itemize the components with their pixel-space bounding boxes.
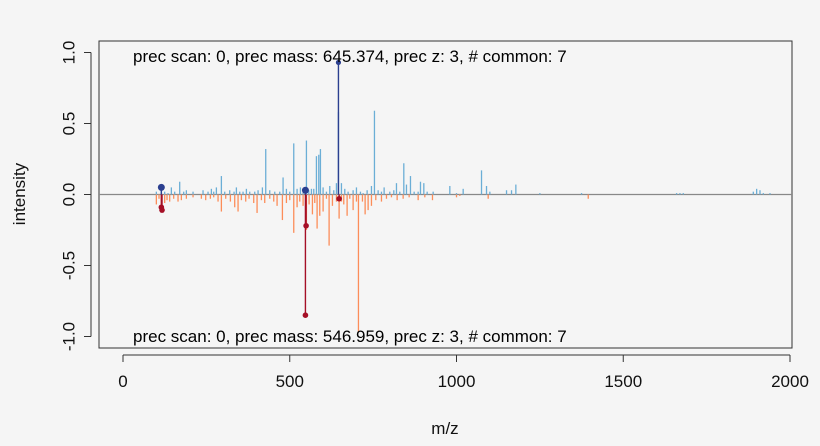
y-axis-title: intensity [10,162,29,225]
x-tick-label: 1500 [604,372,642,391]
top-matched-point [157,183,165,191]
x-axis-title: m/z [431,419,458,438]
bottom-matched-point [303,222,309,229]
y-tick-label: -1.0 [59,322,78,351]
x-tick-label: 1000 [438,372,476,391]
y-axis: -1.0 -0.5 0.0 0.5 1.0 [59,41,92,351]
bottom-matched-point [159,207,165,213]
y-tick-label: 0.0 [59,183,78,207]
y-tick-label: 0.5 [59,112,78,136]
top-matched-point [301,186,309,194]
y-tick-label: -0.5 [59,251,78,280]
bottom-annotation: prec scan: 0, prec mass: 546.959, prec z… [133,327,567,346]
x-tick-label: 500 [276,372,304,391]
bottom-matched-point [302,312,309,319]
top-annotation: prec scan: 0, prec mass: 645.374, prec z… [133,47,567,66]
bottom-series [155,194,589,333]
top-series [155,110,771,195]
x-tick-label: 0 [118,372,127,391]
matched-peaks [157,59,342,319]
x-tick-label: 2000 [771,372,809,391]
top-matched-point [335,59,342,66]
y-tick-label: 1.0 [59,41,78,65]
bottom-matched-point [336,195,342,202]
x-axis: 0 500 1000 1500 2000 [118,354,809,391]
